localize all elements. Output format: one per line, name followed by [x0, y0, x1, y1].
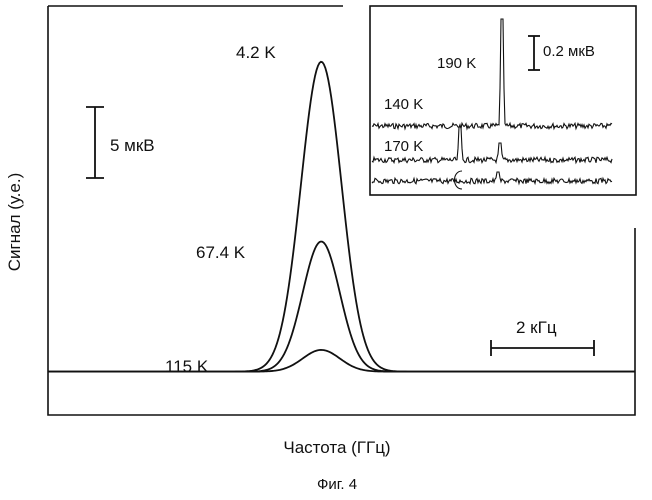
- x-axis-label: Частота (ГГц): [283, 438, 390, 457]
- main-axes: [48, 6, 635, 415]
- y-scale-bar: 5 мкВ: [86, 107, 155, 178]
- y-axis-label: Сигнал (у.е.): [5, 173, 24, 271]
- series-label-67-4k: 67.4 K: [196, 243, 246, 262]
- x-scale-bar-label: 2 кГц: [516, 318, 557, 337]
- series-label-115k: 115 K: [165, 357, 209, 376]
- series-curve-2: [48, 350, 635, 372]
- inset-y-scale-bar: 0.2 мкВ: [528, 36, 595, 70]
- series-label-4-2k: 4.2 K: [236, 43, 276, 62]
- figure-caption: Фиг. 4: [317, 476, 357, 493]
- main-frame: [48, 6, 635, 415]
- inset-series-label-170k: 170 K: [384, 138, 423, 155]
- series-curve-1: [48, 242, 635, 372]
- y-scale-bar-label: 5 мкВ: [110, 136, 155, 155]
- x-scale-bar: 2 кГц: [491, 318, 594, 356]
- inset-series-label-140k: 140 K: [384, 96, 423, 113]
- inset-scale-bar-label: 0.2 мкВ: [543, 43, 595, 60]
- inset-trace-2: [372, 172, 612, 184]
- inset-series-label-190k: 190 K: [437, 55, 476, 72]
- inset-panel: 190 K 140 K 170 K 0.2 мкВ: [370, 6, 636, 195]
